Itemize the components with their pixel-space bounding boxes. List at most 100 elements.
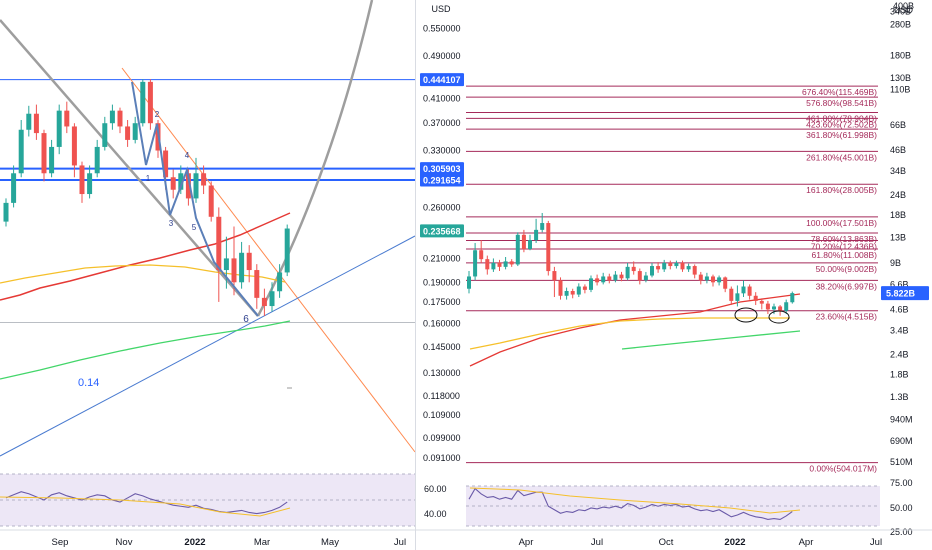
rsi-tick-label: 40.00 bbox=[424, 509, 447, 519]
currency-label: USD bbox=[431, 4, 451, 14]
fib-level-label: 423.60%(72.502B) bbox=[806, 119, 877, 129]
ma-red-line bbox=[0, 212, 291, 301]
rsi-tick-label: 60.00 bbox=[424, 484, 447, 494]
ma-red-line bbox=[469, 293, 801, 367]
wave-label: 1 bbox=[146, 174, 151, 183]
price-badge-label: 0.444107 bbox=[423, 75, 461, 85]
y-tick-label: 0.330000 bbox=[423, 146, 461, 156]
candle-body bbox=[503, 261, 508, 267]
candle-body bbox=[528, 240, 532, 249]
time-axes[interactable]: Sep Nov 2022 Mar May Jul Apr Jul Oct 2022 Apr Jul bbox=[0, 529, 932, 548]
y-tick-label: 46B bbox=[890, 145, 906, 155]
left-price-axis[interactable]: USD 0.550000 0.490000 0.410000 0.370000 0.330… bbox=[418, 0, 464, 470]
candle-body bbox=[643, 275, 648, 281]
candle-body bbox=[625, 266, 630, 279]
wave-label: 4 bbox=[185, 151, 190, 160]
candle-body bbox=[509, 261, 514, 265]
fib-level-label: 161.80%(28.005B) bbox=[806, 185, 877, 195]
candle-body bbox=[269, 291, 275, 307]
candle-body bbox=[132, 123, 138, 140]
fib-level-label: 576.80%(98.541B) bbox=[806, 98, 877, 108]
y-tick-label: 130B bbox=[890, 73, 911, 83]
candle-body bbox=[637, 271, 642, 281]
candle-body bbox=[163, 150, 169, 178]
fib-level-label: 100.00%(17.501B) bbox=[806, 218, 877, 228]
fib-level-label: 261.80%(45.001B) bbox=[806, 152, 877, 162]
candle-body bbox=[201, 173, 207, 186]
y-tick-label: 0.109000 bbox=[423, 410, 461, 420]
candle-body bbox=[26, 113, 32, 130]
currency-label: USD bbox=[894, 5, 914, 15]
y-tick-label: 180B bbox=[890, 50, 911, 60]
x-tick-label: Apr bbox=[799, 537, 814, 548]
candle-body bbox=[473, 250, 478, 277]
y-tick-label: 1.3B bbox=[890, 392, 909, 402]
rsi-tick-label: 50.00 bbox=[890, 503, 913, 513]
y-tick-label: 66B bbox=[890, 120, 906, 130]
candle-body bbox=[790, 293, 795, 303]
y-tick-label: 280B bbox=[890, 20, 911, 30]
y-tick-label: 0.160000 bbox=[423, 318, 461, 328]
wave-label: 5 bbox=[192, 223, 197, 232]
y-tick-label: 34B bbox=[890, 166, 906, 176]
candle-body bbox=[686, 266, 691, 270]
y-tick-label: 0.210000 bbox=[423, 253, 461, 263]
fib-level-label: 78.60%(13.863B) bbox=[811, 234, 877, 244]
annotation-label: 0.14 bbox=[78, 377, 99, 389]
wave-label: 6 bbox=[243, 314, 249, 325]
candle-body bbox=[216, 216, 222, 271]
candle-body bbox=[747, 286, 752, 296]
price-badge bbox=[881, 286, 929, 301]
candle-body bbox=[140, 81, 146, 124]
candle-body bbox=[479, 250, 484, 260]
candle-body bbox=[601, 276, 606, 283]
y-tick-label: 6.6B bbox=[890, 279, 909, 289]
candle-body bbox=[208, 185, 214, 217]
candle-body bbox=[170, 177, 176, 190]
candle-body bbox=[33, 113, 39, 134]
fib-level-label: 361.80%(61.998B) bbox=[806, 130, 877, 140]
y-tick-label: 0.190000 bbox=[423, 277, 461, 287]
highlight-ellipse bbox=[734, 307, 758, 323]
price-badge bbox=[420, 173, 464, 187]
candle-body bbox=[485, 259, 490, 270]
rsi-tick-label: 75.00 bbox=[890, 478, 913, 488]
candle-body bbox=[254, 270, 260, 298]
candle-body bbox=[576, 286, 581, 295]
fib-level-label: 61.80%(11.008B) bbox=[811, 250, 877, 260]
x-tick-label: Jul bbox=[394, 537, 406, 548]
y-tick-label: 0.260000 bbox=[423, 202, 461, 212]
x-tick-label: Apr bbox=[519, 537, 534, 548]
candle-body bbox=[117, 110, 123, 127]
price-badge bbox=[420, 162, 464, 176]
y-tick-label: 0.410000 bbox=[423, 94, 461, 104]
x-tick-label: Sep bbox=[52, 537, 69, 548]
y-tick-label: 2.4B bbox=[890, 349, 909, 359]
candle-body bbox=[595, 278, 600, 283]
candle-body bbox=[765, 303, 770, 310]
candle-body bbox=[125, 126, 131, 140]
candle-body bbox=[193, 173, 199, 199]
candle-body bbox=[534, 229, 539, 241]
ma-green-line bbox=[621, 330, 801, 350]
x-tick-label: 2022 bbox=[184, 537, 205, 548]
y-tick-label: 9B bbox=[890, 258, 901, 268]
candle-body bbox=[147, 81, 153, 124]
candle-body bbox=[231, 258, 237, 283]
rsi-line bbox=[5, 491, 288, 515]
right-rsi-panel[interactable]: 75.00 50.00 25.00 bbox=[466, 478, 913, 537]
left-price-chart[interactable]: 1 2 3 4 5 6 0.14 bbox=[0, 0, 416, 457]
candle-body bbox=[49, 146, 55, 174]
candle-body bbox=[759, 300, 764, 304]
fib-level-label: 70.20%(12.436B) bbox=[811, 241, 877, 251]
left-rsi-panel[interactable]: 60.00 40.00 bbox=[0, 473, 447, 527]
right-price-chart[interactable]: 676.40%(115.469B)576.80%(98.541B)461.80%… bbox=[466, 85, 878, 474]
x-tick-label: Oct bbox=[659, 537, 674, 548]
x-tick-label: Jul bbox=[591, 537, 603, 548]
ma-green-line bbox=[0, 320, 291, 380]
candle-body bbox=[515, 234, 520, 265]
y-tick-label: 690M bbox=[890, 436, 913, 446]
y-tick-label: 940M bbox=[890, 414, 913, 424]
candle-body bbox=[723, 277, 728, 289]
